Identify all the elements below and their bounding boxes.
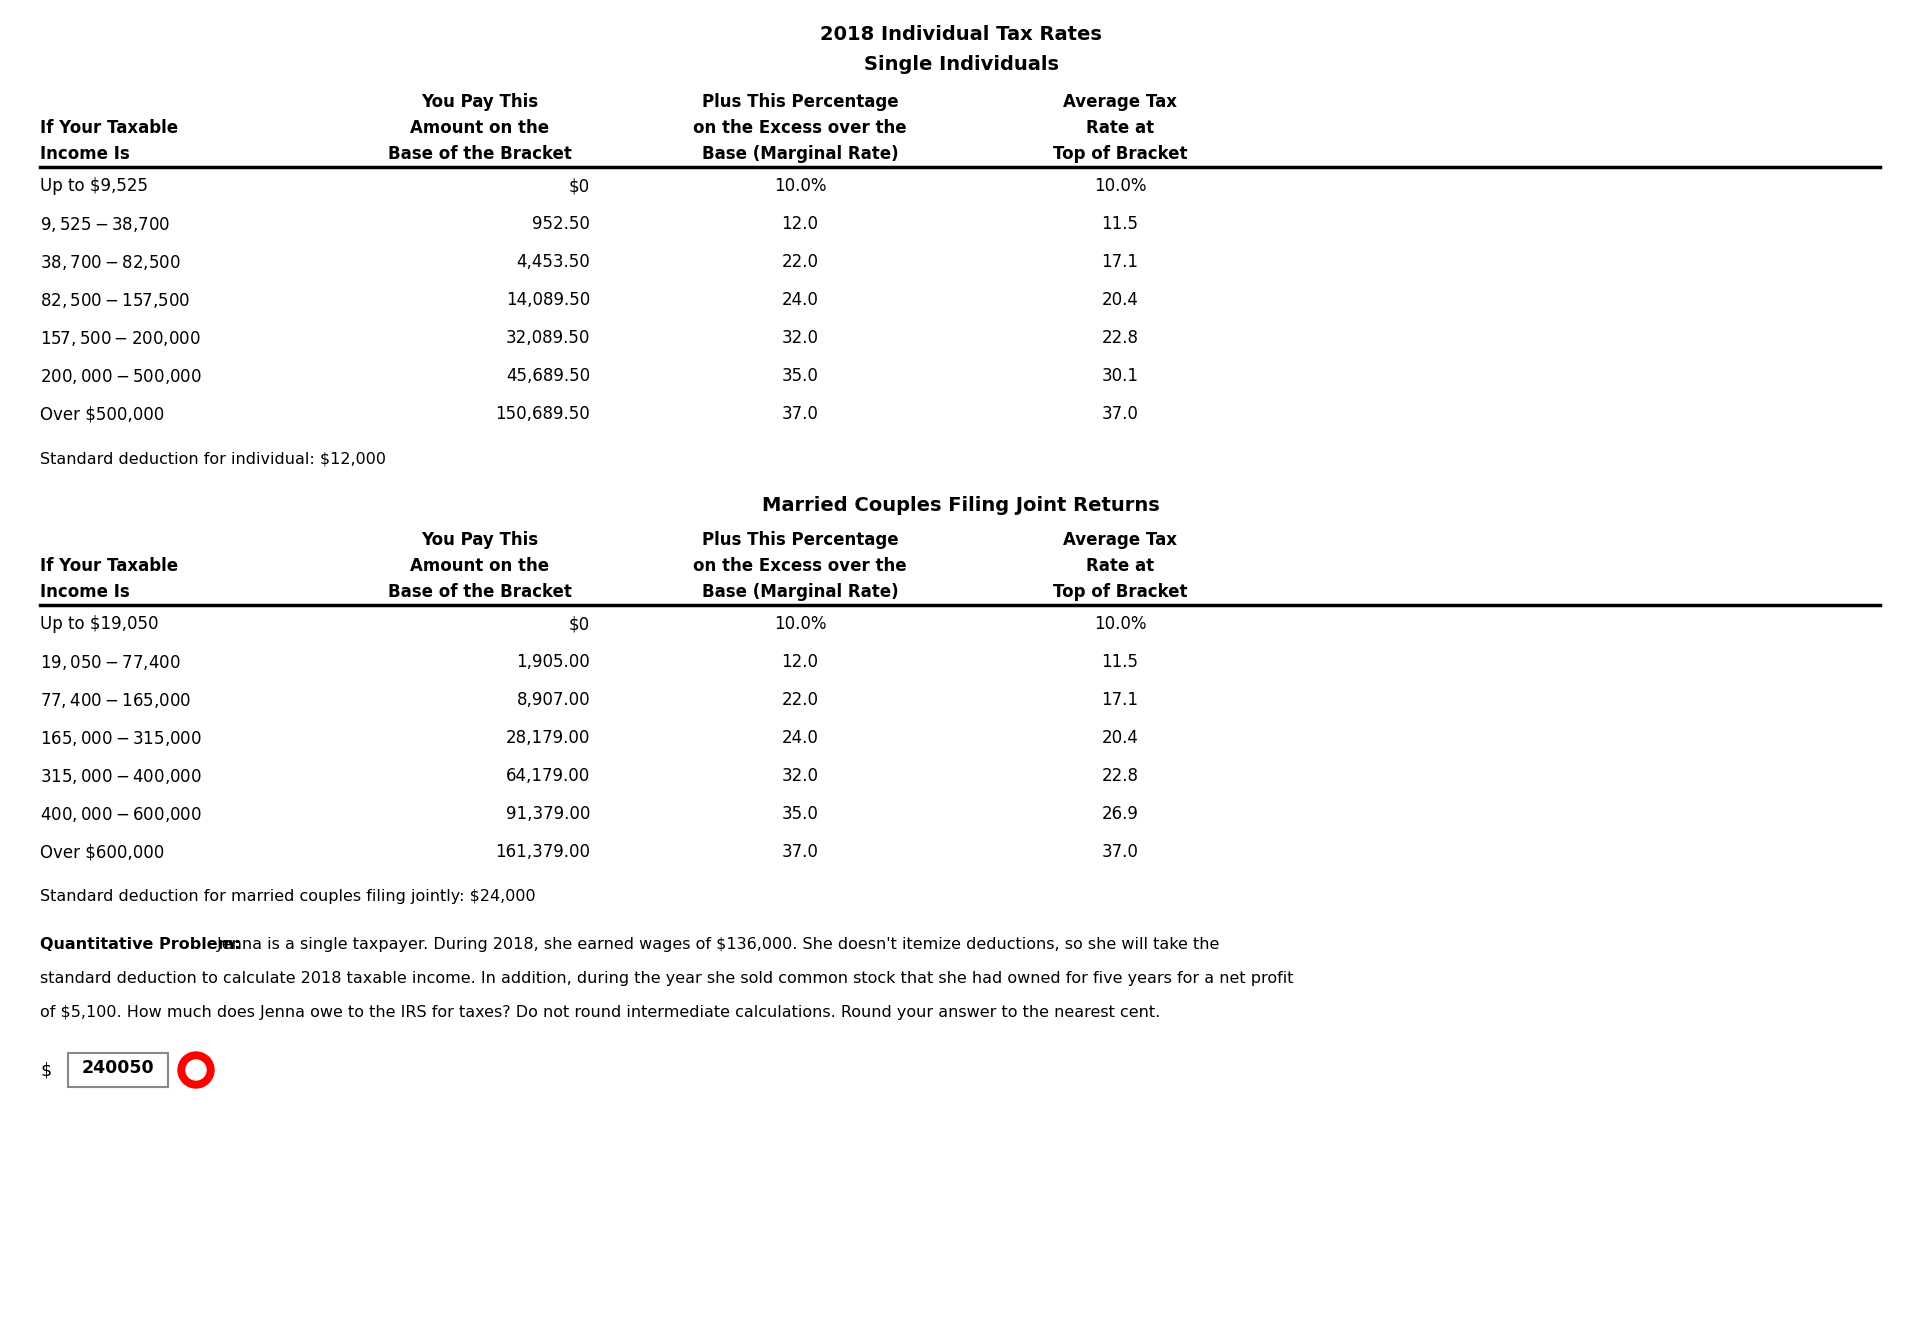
Text: 45,689.50: 45,689.50 (505, 367, 590, 385)
Text: 240050: 240050 (83, 1059, 154, 1077)
Text: 11.5: 11.5 (1101, 215, 1138, 234)
Text: Base of the Bracket: Base of the Bracket (388, 145, 573, 162)
Text: 28,179.00: 28,179.00 (505, 729, 590, 747)
Text: 4,453.50: 4,453.50 (517, 253, 590, 271)
Text: Quantitative Problem:: Quantitative Problem: (40, 937, 240, 952)
Text: Top of Bracket: Top of Bracket (1053, 145, 1188, 162)
Text: 37.0: 37.0 (782, 843, 819, 861)
Text: 161,379.00: 161,379.00 (496, 843, 590, 861)
Text: 14,089.50: 14,089.50 (505, 290, 590, 309)
Text: $19,050 - $77,400: $19,050 - $77,400 (40, 653, 181, 672)
Text: If Your Taxable: If Your Taxable (40, 557, 179, 576)
Text: 32.0: 32.0 (782, 329, 819, 347)
Text: Top of Bracket: Top of Bracket (1053, 583, 1188, 601)
Text: 26.9: 26.9 (1101, 805, 1138, 822)
Bar (67, 1053, 167, 1086)
Text: of $5,100. How much does Jenna owe to the IRS for taxes? Do not round intermedia: of $5,100. How much does Jenna owe to th… (40, 1005, 1161, 1020)
Text: 35.0: 35.0 (782, 367, 819, 385)
Text: 952.50: 952.50 (532, 215, 590, 234)
Text: If Your Taxable: If Your Taxable (40, 119, 179, 137)
Text: You Pay This: You Pay This (421, 92, 538, 111)
Text: Up to $19,050: Up to $19,050 (40, 615, 158, 634)
Text: You Pay This: You Pay This (421, 531, 538, 549)
Text: 20.4: 20.4 (1101, 290, 1138, 309)
Text: Standard deduction for individual: $12,000: Standard deduction for individual: $12,0… (40, 451, 386, 466)
Text: 11.5: 11.5 (1101, 653, 1138, 671)
Text: $400,000 - $600,000: $400,000 - $600,000 (40, 805, 202, 824)
Text: $82,500 - $157,500: $82,500 - $157,500 (40, 290, 190, 310)
Text: $157,500 - $200,000: $157,500 - $200,000 (40, 329, 200, 348)
Text: 22.8: 22.8 (1101, 329, 1138, 347)
Text: Rate at: Rate at (1086, 557, 1153, 576)
Circle shape (179, 1052, 213, 1088)
Text: Over $600,000: Over $600,000 (40, 843, 163, 861)
Text: 32.0: 32.0 (782, 767, 819, 785)
Text: 32,089.50: 32,089.50 (505, 329, 590, 347)
Text: Rate at: Rate at (1086, 119, 1153, 137)
Text: 1,905.00: 1,905.00 (517, 653, 590, 671)
Text: $200,000 - $500,000: $200,000 - $500,000 (40, 367, 202, 385)
Text: $315,000 - $400,000: $315,000 - $400,000 (40, 767, 202, 785)
Text: Over $500,000: Over $500,000 (40, 405, 163, 422)
Text: Married Couples Filing Joint Returns: Married Couples Filing Joint Returns (763, 496, 1159, 515)
Text: $38,700 - $82,500: $38,700 - $82,500 (40, 253, 181, 272)
Text: $9,525 - $38,700: $9,525 - $38,700 (40, 215, 171, 234)
Text: 37.0: 37.0 (1101, 843, 1138, 861)
Text: Base of the Bracket: Base of the Bracket (388, 583, 573, 601)
Text: Jenna is a single taxpayer. During 2018, she earned wages of $136,000. She doesn: Jenna is a single taxpayer. During 2018,… (211, 937, 1219, 952)
Text: 10.0%: 10.0% (1094, 615, 1146, 634)
Text: 30.1: 30.1 (1101, 367, 1138, 385)
Text: 10.0%: 10.0% (775, 177, 826, 195)
Text: ✕: ✕ (190, 1063, 202, 1077)
Text: 22.0: 22.0 (782, 253, 819, 271)
Text: 24.0: 24.0 (782, 729, 819, 747)
Text: Income Is: Income Is (40, 145, 131, 162)
Text: 17.1: 17.1 (1101, 690, 1138, 709)
Text: $165,000 - $315,000: $165,000 - $315,000 (40, 729, 202, 748)
Text: 22.0: 22.0 (782, 690, 819, 709)
Text: 10.0%: 10.0% (1094, 177, 1146, 195)
Text: on the Excess over the: on the Excess over the (694, 557, 907, 576)
Text: 12.0: 12.0 (782, 215, 819, 234)
Text: 91,379.00: 91,379.00 (505, 805, 590, 822)
Text: Up to $9,525: Up to $9,525 (40, 177, 148, 195)
Text: 8,907.00: 8,907.00 (517, 690, 590, 709)
Text: 2018 Individual Tax Rates: 2018 Individual Tax Rates (821, 25, 1101, 44)
Text: Average Tax: Average Tax (1063, 531, 1176, 549)
Text: Single Individuals: Single Individuals (863, 55, 1059, 74)
Text: 64,179.00: 64,179.00 (505, 767, 590, 785)
Text: $0: $0 (569, 615, 590, 634)
Text: 12.0: 12.0 (782, 653, 819, 671)
Text: Standard deduction for married couples filing jointly: $24,000: Standard deduction for married couples f… (40, 888, 536, 904)
Text: Plus This Percentage: Plus This Percentage (702, 92, 898, 111)
Text: 20.4: 20.4 (1101, 729, 1138, 747)
Text: on the Excess over the: on the Excess over the (694, 119, 907, 137)
Text: Base (Marginal Rate): Base (Marginal Rate) (702, 145, 898, 162)
Text: Average Tax: Average Tax (1063, 92, 1176, 111)
Text: Income Is: Income Is (40, 583, 131, 601)
Text: Plus This Percentage: Plus This Percentage (702, 531, 898, 549)
Text: $77,400 - $165,000: $77,400 - $165,000 (40, 690, 190, 710)
Text: $0: $0 (569, 177, 590, 195)
Text: Base (Marginal Rate): Base (Marginal Rate) (702, 583, 898, 601)
Text: 24.0: 24.0 (782, 290, 819, 309)
Text: Amount on the: Amount on the (411, 119, 550, 137)
Circle shape (186, 1060, 206, 1080)
Text: 17.1: 17.1 (1101, 253, 1138, 271)
Text: 37.0: 37.0 (1101, 405, 1138, 422)
Text: 22.8: 22.8 (1101, 767, 1138, 785)
Text: standard deduction to calculate 2018 taxable income. In addition, during the yea: standard deduction to calculate 2018 tax… (40, 972, 1294, 986)
Text: $: $ (40, 1061, 52, 1078)
Text: Amount on the: Amount on the (411, 557, 550, 576)
Text: 35.0: 35.0 (782, 805, 819, 822)
Text: 37.0: 37.0 (782, 405, 819, 422)
Text: 150,689.50: 150,689.50 (496, 405, 590, 422)
Text: 10.0%: 10.0% (775, 615, 826, 634)
